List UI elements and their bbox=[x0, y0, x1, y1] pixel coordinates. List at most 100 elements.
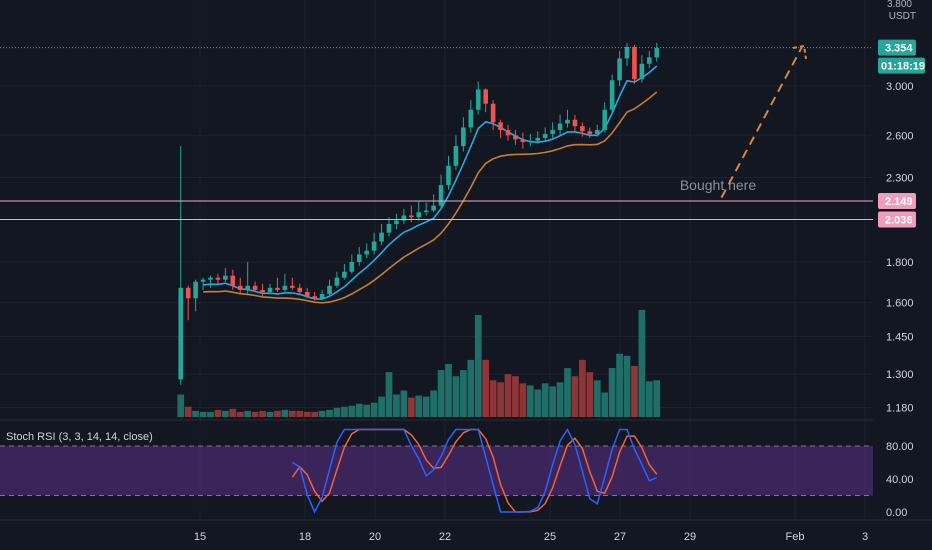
projection-arrow-head bbox=[792, 44, 807, 60]
candle-body bbox=[356, 254, 362, 262]
current-price-badge bbox=[878, 39, 916, 56]
volume-bar bbox=[564, 368, 571, 417]
candle-body bbox=[453, 146, 459, 166]
level-badge bbox=[878, 192, 916, 209]
volume-bars bbox=[177, 309, 661, 417]
stoch-tick-label: 80.00 bbox=[886, 441, 914, 453]
volume-bar bbox=[549, 386, 556, 417]
stoch-rsi-title: Stoch RSI (3, 3, 14, 14, close) bbox=[6, 431, 153, 443]
volume-bar bbox=[385, 372, 393, 417]
price-tick-label: 1.300 bbox=[886, 369, 914, 381]
price-tick-label: 1.600 bbox=[886, 298, 914, 310]
candle-body bbox=[468, 109, 474, 128]
candle-body bbox=[483, 89, 488, 104]
volume-bar bbox=[482, 359, 490, 417]
volume-bar bbox=[586, 372, 594, 417]
projection-arrow-line bbox=[720, 46, 803, 199]
candle-body bbox=[401, 215, 407, 221]
candle-body bbox=[423, 210, 429, 213]
volume-bar bbox=[616, 353, 623, 417]
volume-bar bbox=[370, 402, 378, 417]
volume-bar bbox=[631, 366, 638, 417]
volume-bar bbox=[244, 410, 252, 417]
candle-body bbox=[371, 241, 377, 251]
candle-body bbox=[208, 277, 213, 280]
candlesticks bbox=[178, 42, 660, 385]
time-tick-label: 18 bbox=[299, 531, 311, 543]
price-tick-label: 2.300 bbox=[886, 173, 914, 185]
ma-slow-line bbox=[203, 91, 658, 304]
volume-bar bbox=[571, 376, 579, 417]
annotation-bought-here: Bought here bbox=[680, 177, 756, 193]
price-tick-label: 1.450 bbox=[886, 331, 914, 343]
candle-body bbox=[416, 212, 422, 218]
candle-body bbox=[498, 122, 503, 131]
price-tick-label: 1.800 bbox=[886, 257, 914, 269]
candle-body bbox=[409, 215, 414, 218]
candle-body bbox=[193, 281, 198, 299]
volume-bar bbox=[430, 390, 437, 417]
volume-bar bbox=[378, 396, 385, 417]
volume-bar bbox=[645, 381, 653, 417]
candle-body bbox=[438, 185, 444, 206]
candle-body bbox=[237, 285, 243, 290]
time-tick-label: 20 bbox=[369, 531, 381, 543]
volume-bar bbox=[303, 411, 311, 417]
candle-body bbox=[446, 165, 451, 186]
volume-bar bbox=[623, 355, 631, 417]
price-tick-label: 2.600 bbox=[886, 130, 914, 142]
volume-bar bbox=[393, 394, 400, 417]
candle-body bbox=[654, 47, 660, 58]
candle-body bbox=[431, 205, 436, 211]
candle-body bbox=[520, 139, 526, 142]
volume-bar bbox=[400, 390, 408, 417]
volume-bar bbox=[251, 411, 259, 417]
candle-body bbox=[394, 220, 399, 224]
current-price-label: 3.354 bbox=[885, 43, 913, 55]
volume-bar bbox=[422, 396, 430, 417]
volume-bar bbox=[311, 411, 318, 417]
candle-body bbox=[304, 291, 310, 297]
candle-body bbox=[349, 262, 355, 272]
countdown-badge bbox=[878, 57, 925, 74]
level-badge bbox=[878, 211, 916, 228]
volume-bar bbox=[497, 382, 504, 417]
volume-bar bbox=[460, 370, 467, 417]
candle-body bbox=[639, 63, 645, 80]
time-axis[interactable]: 15 18 20 22 25 27 29 Feb 3 bbox=[0, 519, 932, 543]
volume-bar bbox=[281, 409, 289, 417]
time-tick-label: 22 bbox=[439, 531, 451, 543]
candle-body bbox=[290, 285, 295, 288]
candle-body bbox=[632, 46, 637, 80]
volume-bar bbox=[259, 410, 266, 417]
volume-bar bbox=[579, 359, 586, 417]
volume-bar bbox=[489, 380, 497, 417]
candle-body bbox=[282, 285, 288, 290]
candle-body bbox=[245, 285, 250, 290]
volume-bar bbox=[556, 382, 564, 417]
annotations: Bought here bbox=[680, 44, 807, 199]
candle-body bbox=[215, 277, 221, 280]
candle-body bbox=[178, 287, 184, 380]
volume-bar bbox=[601, 392, 609, 417]
candle-body bbox=[580, 126, 585, 132]
volume-bar bbox=[445, 363, 452, 417]
candle-body bbox=[334, 277, 340, 286]
countdown-label: 01:18:19 bbox=[881, 61, 925, 73]
volume-bar bbox=[318, 410, 326, 417]
volume-bar bbox=[363, 404, 371, 417]
volume-bar bbox=[512, 376, 519, 417]
volume-bar bbox=[519, 383, 527, 417]
volume-bar bbox=[474, 315, 482, 417]
price-axis-unit: USDT bbox=[889, 11, 916, 22]
candle-body bbox=[572, 119, 578, 127]
stoch-rsi-pane[interactable]: Stoch RSI (3, 3, 14, 14, close) bbox=[0, 419, 932, 514]
candle-body bbox=[557, 123, 563, 131]
volume-bar bbox=[348, 405, 356, 417]
candle-body bbox=[624, 46, 630, 59]
candle-body bbox=[528, 140, 533, 142]
volume-bar bbox=[236, 411, 244, 417]
candle-body bbox=[327, 285, 332, 295]
